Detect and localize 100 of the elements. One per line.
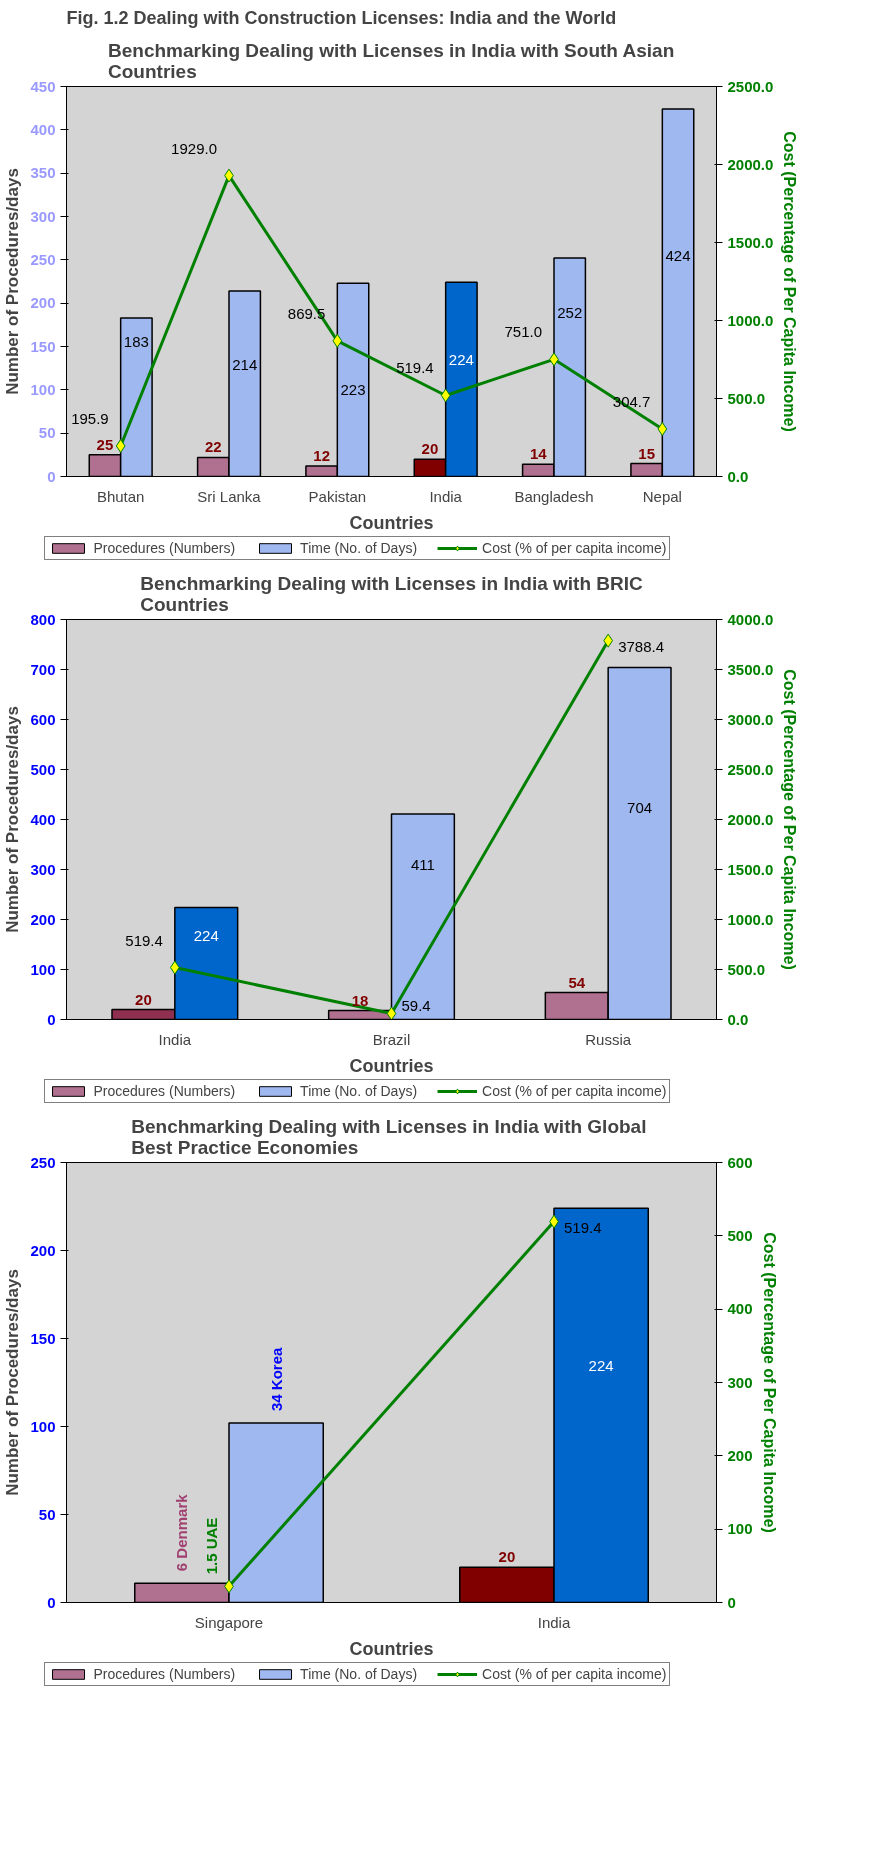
y2-tick-label: 500: [727, 1226, 753, 1244]
x-tick-label: Nepal: [642, 487, 682, 505]
x-axis-title: Countries: [349, 1638, 434, 1659]
data-label: 15: [638, 444, 655, 462]
legend-label: Cost (% of per capita income): [482, 540, 667, 556]
x-tick-label: Bangladesh: [514, 487, 594, 505]
y-tick-label: 50: [38, 1505, 56, 1523]
y2-tick-label: 500.0: [727, 960, 766, 978]
legend-label: Time (No. of Days): [300, 1666, 418, 1682]
data-label: 22: [204, 438, 222, 456]
y-tick-label: 250: [30, 1153, 56, 1171]
data-label: 25: [96, 435, 114, 453]
y2-axis-title: Cost (Percentage of Per Capita Income): [781, 131, 799, 432]
data-label: 704: [627, 799, 653, 817]
y2-tick-label: 200: [727, 1446, 753, 1464]
data-label: 195.9: [71, 409, 109, 427]
legend-label: Procedures (Numbers): [93, 1666, 236, 1682]
data-label: 14: [529, 445, 548, 463]
data-label: 751.0: [504, 323, 543, 341]
y-tick-label: 100: [30, 960, 56, 978]
legend-label: Cost (% of per capita income): [482, 1083, 667, 1099]
y2-tick-label: 1000.0: [727, 910, 774, 928]
y2-tick-label: 300: [727, 1373, 753, 1391]
data-label: 224: [193, 926, 219, 944]
data-label: 20: [421, 440, 439, 458]
y-tick-label: 150: [30, 337, 56, 355]
y2-tick-label: 500.0: [727, 389, 766, 407]
data-label: 252: [557, 303, 583, 321]
y2-tick-label: 0.0: [727, 467, 749, 485]
y2-axis-title: Cost (Percentage of Per Capita Income): [781, 669, 799, 970]
chart-title: Benchmarking Dealing with Licenses in India with South Asian Countries: [108, 39, 675, 82]
data-label: 12: [313, 447, 330, 465]
y-tick-label: 100: [30, 380, 56, 398]
x-tick-label: Singapore: [194, 1613, 264, 1631]
y2-tick-label: 1500.0: [727, 233, 774, 251]
y-tick-label: 200: [30, 910, 56, 928]
y-axis-title: Number of Procedures/days: [3, 168, 23, 395]
y2-tick-label: 2000.0: [727, 810, 774, 828]
x-tick-label: Pakistan: [308, 487, 367, 505]
y2-tick-label: 1000.0: [727, 311, 774, 329]
point: [386, 1006, 397, 1020]
x-tick-label: Sri Lanka: [197, 487, 262, 505]
annotation: 6 Denmark: [173, 1493, 191, 1572]
caption: Fig. 1.2 Dealing with Construction Licenses: India and the World: [66, 7, 617, 28]
legend-label: Procedures (Numbers): [93, 540, 236, 556]
x-axis-title: Countries: [349, 1055, 434, 1076]
y-tick-label: 400: [30, 810, 56, 828]
data-label: 54: [568, 973, 586, 991]
y-tick-label: 350: [30, 164, 56, 182]
point: [115, 438, 126, 453]
y-tick-label: 0: [47, 1593, 56, 1611]
data-label: 224: [588, 1356, 614, 1374]
data-label: 223: [340, 380, 366, 398]
y-tick-label: 150: [30, 1329, 56, 1347]
y2-axis-title: Cost (Percentage of Per Capita Income): [760, 1232, 778, 1533]
y-tick-label: 500: [30, 760, 56, 778]
y-tick-label: 400: [30, 120, 56, 138]
x-tick-label: Brazil: [372, 1030, 411, 1048]
y-tick-label: 100: [30, 1417, 56, 1435]
y2-tick-label: 3000.0: [727, 710, 774, 728]
point: [440, 388, 451, 403]
data-label: 59.4: [401, 996, 431, 1014]
data-label: 3788.4: [618, 637, 665, 655]
y-tick-label: 200: [30, 1241, 56, 1259]
data-label: 183: [123, 332, 149, 350]
y-tick-label: 700: [30, 660, 56, 678]
y-tick-label: 600: [30, 710, 56, 728]
y2-tick-label: 400: [727, 1300, 753, 1318]
legend-label: Cost (% of per capita income): [482, 1666, 667, 1682]
point: [657, 421, 668, 436]
chart-title: Benchmarking Dealing with Licenses in India with Global Best Practice Economies: [131, 1115, 647, 1158]
y-tick-label: 200: [30, 294, 56, 312]
y2-tick-label: 1500.0: [727, 860, 774, 878]
y2-tick-label: 3500.0: [727, 660, 774, 678]
y-tick-label: 50: [38, 424, 56, 442]
data-label: 18: [351, 991, 369, 1009]
x-tick-label: Russia: [585, 1030, 632, 1048]
data-label: 214: [232, 356, 258, 374]
y-tick-label: 300: [30, 860, 56, 878]
data-label: 411: [410, 856, 435, 874]
legend-label: Time (No. of Days): [300, 540, 418, 556]
chart-title: Benchmarking Dealing with Licenses in India with BRIC Countries: [140, 572, 644, 615]
x-tick-label: Bhutan: [96, 487, 145, 505]
y2-tick-label: 2000.0: [727, 155, 774, 173]
point: [332, 333, 343, 348]
data-label: 20: [498, 1548, 516, 1566]
y-tick-label: 250: [30, 250, 56, 268]
y-tick-label: 450: [30, 77, 56, 95]
y2-tick-label: 0.0: [727, 1010, 749, 1028]
y2-tick-label: 4000.0: [727, 610, 774, 628]
data-label: 224: [448, 351, 474, 369]
y-tick-label: 0: [47, 467, 56, 485]
x-tick-label: India: [429, 487, 463, 505]
y2-tick-label: 2500.0: [727, 760, 774, 778]
data-label: 519.4: [396, 359, 434, 377]
data-label: 20: [135, 990, 152, 1008]
y2-tick-label: 100: [727, 1520, 753, 1538]
legend-label: Procedures (Numbers): [93, 1083, 236, 1099]
data-label: 1929.0: [171, 139, 218, 157]
x-axis-title: Countries: [349, 512, 434, 533]
